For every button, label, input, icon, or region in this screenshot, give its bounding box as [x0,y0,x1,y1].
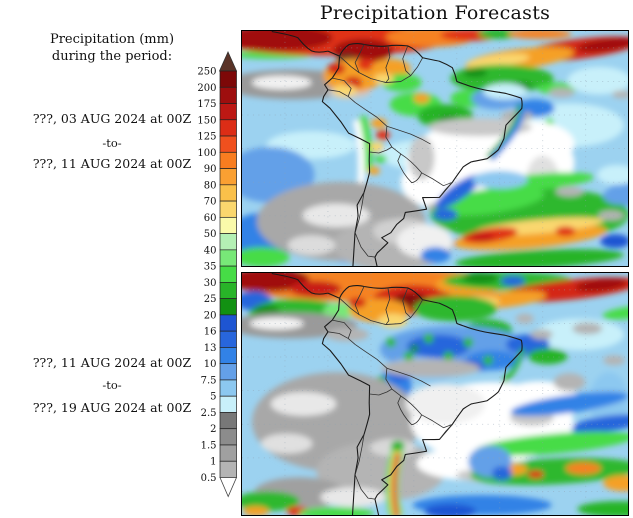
svg-text:1.5: 1.5 [201,440,217,451]
map-panel-period1 [241,30,629,267]
precip-field-1 [242,31,628,266]
precip-map-period2 [242,273,628,515]
svg-text:90: 90 [204,164,217,175]
svg-text:16: 16 [204,327,217,338]
svg-text:150: 150 [197,115,216,126]
colorbar-caption: Precipitation (mm) during the period: [22,31,202,65]
svg-text:0.5: 0.5 [201,473,217,484]
svg-text:60: 60 [204,213,217,224]
svg-text:1: 1 [210,457,216,468]
period1-end: ???, 11 AUG 2024 at 00Z [32,156,192,171]
period1-separator: -to- [102,136,122,150]
svg-text:13: 13 [204,343,217,354]
svg-text:250: 250 [197,67,216,78]
precipitation-colorbar: 2502001751501251009080706050403530252016… [197,51,238,498]
period2-separator: -to- [102,378,122,392]
period2-start: ???, 11 AUG 2024 at 00Z [32,355,192,370]
svg-text:2.5: 2.5 [201,408,217,419]
precip-field-2 [242,273,628,515]
svg-text:30: 30 [204,278,217,289]
page-title: Precipitation Forecasts [319,2,551,24]
period1-start: ???, 03 AUG 2024 at 00Z [32,111,192,126]
svg-text:125: 125 [197,132,216,143]
svg-text:40: 40 [204,245,217,256]
svg-text:175: 175 [197,99,216,110]
svg-text:20: 20 [204,310,217,321]
svg-text:2: 2 [210,424,216,435]
svg-text:80: 80 [204,180,217,191]
svg-text:10: 10 [204,359,217,370]
colorbar-caption-line1: Precipitation (mm) [49,32,175,47]
svg-text:5: 5 [210,392,216,403]
map-panel-period2 [241,272,629,516]
svg-text:35: 35 [204,262,217,273]
svg-text:200: 200 [197,83,216,94]
period2-end: ???, 19 AUG 2024 at 00Z [32,400,192,415]
svg-text:50: 50 [204,229,217,240]
svg-text:7.5: 7.5 [201,375,217,386]
svg-text:25: 25 [204,294,217,305]
colorbar-caption-line2: during the period: [51,49,173,64]
svg-text:100: 100 [197,148,216,159]
precip-map-period1 [242,31,628,266]
svg-text:70: 70 [204,197,217,208]
